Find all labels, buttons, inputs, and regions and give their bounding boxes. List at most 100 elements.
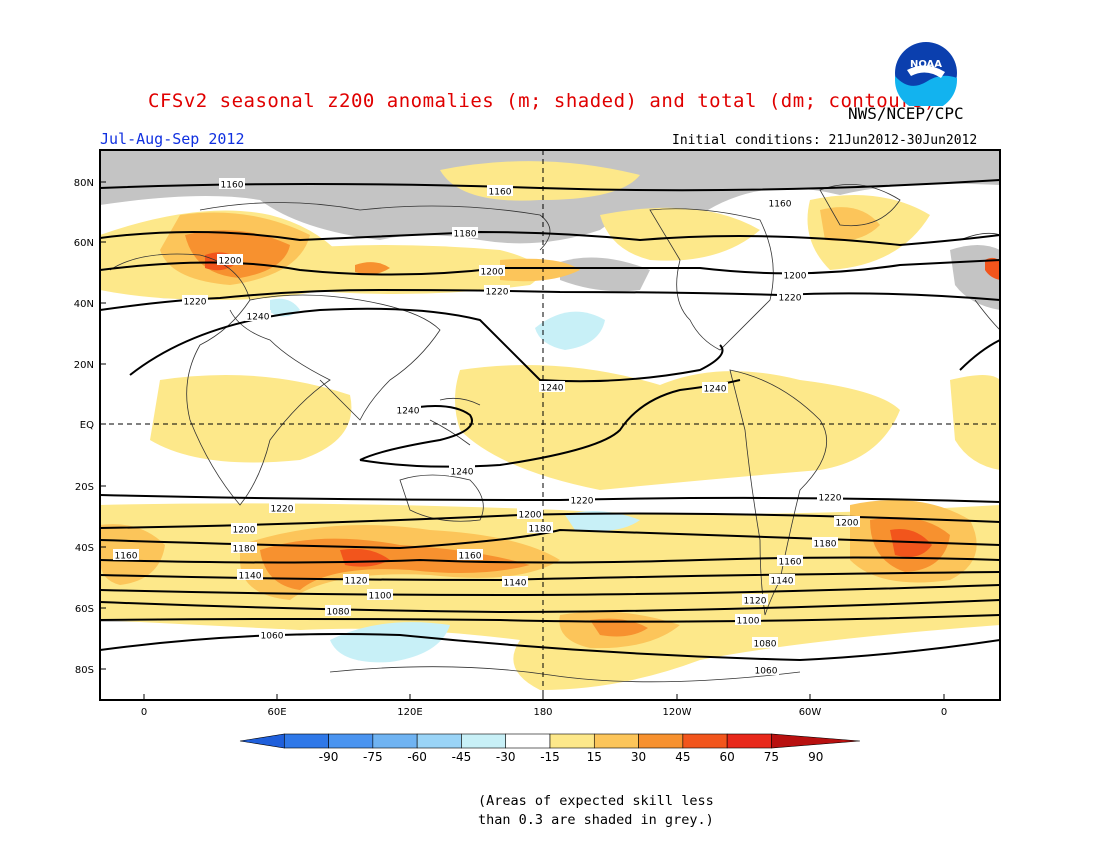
- lon-tick-label: 60W: [799, 707, 822, 718]
- svg-text:1220: 1220: [779, 294, 802, 304]
- contour-label: 1120: [742, 594, 768, 607]
- colorbar-tick-label: -15: [540, 750, 560, 764]
- lon-tick-label: 120W: [663, 707, 692, 718]
- lat-tick-label: 20N: [74, 360, 94, 371]
- colorbar-arrow-high: [771, 733, 861, 749]
- colorbar-tick-label: 75: [764, 750, 779, 764]
- anomaly-45-60: [355, 262, 390, 275]
- lat-tick-label: 40N: [74, 299, 94, 310]
- colorbar-swatch: [682, 733, 728, 749]
- contour-label: 1200: [479, 265, 505, 278]
- contour-label: 1200: [782, 269, 808, 282]
- anomaly-60-75: [985, 257, 1000, 280]
- colorbar-swatch: [372, 733, 418, 749]
- contour-label: 1220: [817, 491, 843, 504]
- svg-text:1200: 1200: [219, 257, 242, 267]
- svg-text:1240: 1240: [451, 468, 474, 478]
- anomaly-60-75: [890, 529, 932, 558]
- svg-text:1100: 1100: [369, 592, 392, 602]
- lat-tick-label: 40S: [75, 543, 94, 554]
- lon-tick-label: 0: [941, 707, 947, 718]
- initial-conditions-label: Initial conditions: 21Jun2012-30Jun2012: [672, 133, 978, 148]
- contour-label: 1080: [752, 637, 778, 650]
- contour-label: 1160: [767, 197, 793, 210]
- svg-text:1200: 1200: [836, 519, 859, 529]
- contour-label: 1120: [343, 574, 369, 587]
- lon-tick-label: 180: [533, 707, 552, 718]
- height-contours: [100, 179, 1000, 662]
- svg-text:1180: 1180: [814, 540, 837, 550]
- skill-note-line-1: (Areas of expected skill less: [478, 793, 714, 809]
- anomaly-15-30: [150, 375, 352, 463]
- contour-label: 1160: [113, 549, 139, 562]
- contour-label: 1220: [484, 285, 510, 298]
- svg-text:1140: 1140: [771, 577, 794, 587]
- contour-label: 1240: [702, 382, 728, 395]
- contour-label: 1160: [487, 185, 513, 198]
- agency-label: NWS/NCEP/CPC: [848, 104, 964, 123]
- lat-tick-label: 60S: [75, 604, 94, 615]
- contour-label: 1140: [502, 576, 528, 589]
- svg-text:1200: 1200: [784, 272, 807, 282]
- colorbar: -90 -75 -60 -45 -30 -15 15 30 45 60 75 90: [239, 733, 861, 764]
- svg-text:1180: 1180: [454, 230, 477, 240]
- contour-label: 1220: [182, 295, 208, 308]
- svg-text:1220: 1220: [184, 298, 207, 308]
- contour-label: 1180: [231, 542, 257, 555]
- svg-text:1240: 1240: [247, 313, 270, 323]
- svg-text:1160: 1160: [489, 188, 512, 198]
- skill-grey-region: [560, 257, 650, 292]
- lat-tick-label: 80S: [75, 665, 94, 676]
- skill-note-line-2: than 0.3 are shaded in grey.): [478, 812, 714, 828]
- svg-text:1060: 1060: [755, 667, 778, 677]
- contour-label: 1100: [367, 589, 393, 602]
- svg-text:1200: 1200: [481, 268, 504, 278]
- colorbar-swatch: [638, 733, 684, 749]
- contour-label: 1080: [325, 605, 351, 618]
- svg-text:1220: 1220: [486, 288, 509, 298]
- chart-title: CFSv2 seasonal z200 anomalies (m; shaded…: [148, 90, 936, 112]
- contour-label: 1160: [777, 555, 803, 568]
- anomaly-15-30: [455, 365, 900, 490]
- svg-text:1160: 1160: [769, 200, 792, 210]
- colorbar-tick-label: 45: [675, 750, 690, 764]
- colorbar-tick-label: -60: [407, 750, 427, 764]
- axis-labels: 80N 60N 40N 20N EQ 20S 40S 60S 80S 0 60E 120E 180 120…: [74, 178, 947, 718]
- svg-text:1220: 1220: [571, 497, 594, 507]
- colorbar-swatch: [726, 733, 772, 749]
- contour-label: 1240: [539, 381, 565, 394]
- colorbar-swatch: [283, 733, 329, 749]
- contour-label: 1200: [834, 516, 860, 529]
- lat-tick-label: 20S: [75, 482, 94, 493]
- lat-tick-label: 80N: [74, 178, 94, 189]
- svg-text:1180: 1180: [529, 525, 552, 535]
- colorbar-tick-label: 30: [631, 750, 646, 764]
- svg-text:1100: 1100: [737, 617, 760, 627]
- contour-label: 1220: [269, 502, 295, 515]
- svg-text:1080: 1080: [327, 608, 350, 618]
- anomaly-30-45: [500, 258, 580, 282]
- skill-note: (Areas of expected skill less than 0.3 a…: [478, 792, 714, 830]
- lon-tick-label: 60E: [267, 707, 286, 718]
- svg-text:1140: 1140: [504, 579, 527, 589]
- svg-text:1160: 1160: [459, 552, 482, 562]
- map-frame: [99, 149, 1001, 701]
- contour-label: 1060: [259, 629, 285, 642]
- anomaly-15-30: [280, 245, 540, 294]
- lat-tick-label: 60N: [74, 238, 94, 249]
- contour-label: 1160: [219, 178, 245, 191]
- lon-tick-label: 0: [141, 707, 147, 718]
- colorbar-swatch: [328, 733, 374, 749]
- svg-text:1160: 1160: [779, 558, 802, 568]
- colorbar-swatch: [505, 733, 551, 749]
- colorbar-tick-label: -90: [319, 750, 339, 764]
- colorbar-tick-label: 90: [808, 750, 823, 764]
- svg-text:1240: 1240: [541, 384, 564, 394]
- svg-text:1080: 1080: [754, 640, 777, 650]
- contour-label: 1180: [452, 227, 478, 240]
- colorbar-tick-label: -30: [496, 750, 516, 764]
- svg-text:1180: 1180: [233, 545, 256, 555]
- svg-text:1140: 1140: [239, 572, 262, 582]
- coastlines: [109, 184, 1000, 683]
